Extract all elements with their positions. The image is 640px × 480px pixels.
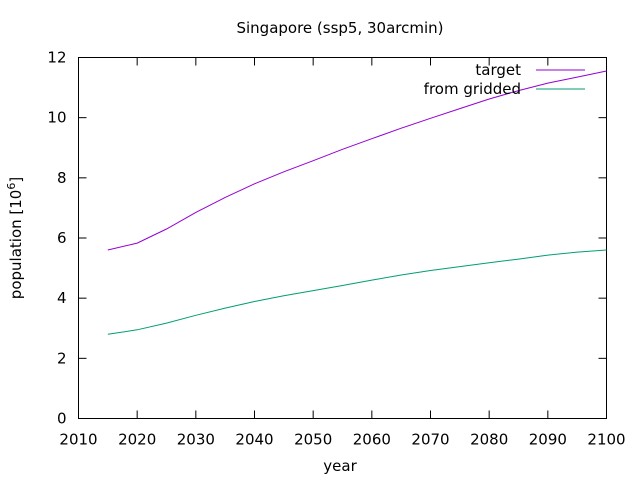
x-tick-label: 2020 [118,431,156,449]
x-tick-label: 2100 [587,431,625,449]
x-tick-label: 2060 [353,431,391,449]
y-tick-label: 12 [47,49,66,67]
y-tick-label: 6 [57,229,67,247]
x-tick-label: 2010 [59,431,97,449]
y-axis-label-exponent: 6 [5,183,18,190]
x-tick-label: 2030 [177,431,215,449]
y-tick-label: 10 [47,109,66,127]
y-axis-label-base: population [10 [7,190,25,300]
y-tick-label: 2 [57,349,67,367]
x-tick-label: 2070 [411,431,449,449]
x-axis-ticks: 2010 2020 2030 2040 2050 2060 2070 2080 2090 2100 [59,57,626,449]
y-tick-label: 8 [57,169,67,187]
y-tick-label: 4 [57,289,67,307]
y-axis-label-close: ] [7,177,25,183]
chart-title: Singapore (ssp5, 30arcmin) [236,19,443,37]
y-tick-label: 0 [57,410,67,428]
legend-label: from gridded [424,80,521,98]
legend-label: target [475,61,521,79]
x-tick-label: 2090 [529,431,567,449]
series-lines [107,70,607,335]
x-tick-label: 2050 [294,431,332,449]
series-line-2 [107,249,607,335]
x-tick-label: 2080 [470,431,508,449]
x-axis-label: year [323,457,357,475]
series-line-1 [107,70,607,251]
y-axis-ticks: 0 2 4 6 8 10 12 [47,49,607,428]
plot-frame [78,57,607,419]
x-tick-label: 2040 [235,431,273,449]
y-axis-label: population [106] [5,177,25,299]
